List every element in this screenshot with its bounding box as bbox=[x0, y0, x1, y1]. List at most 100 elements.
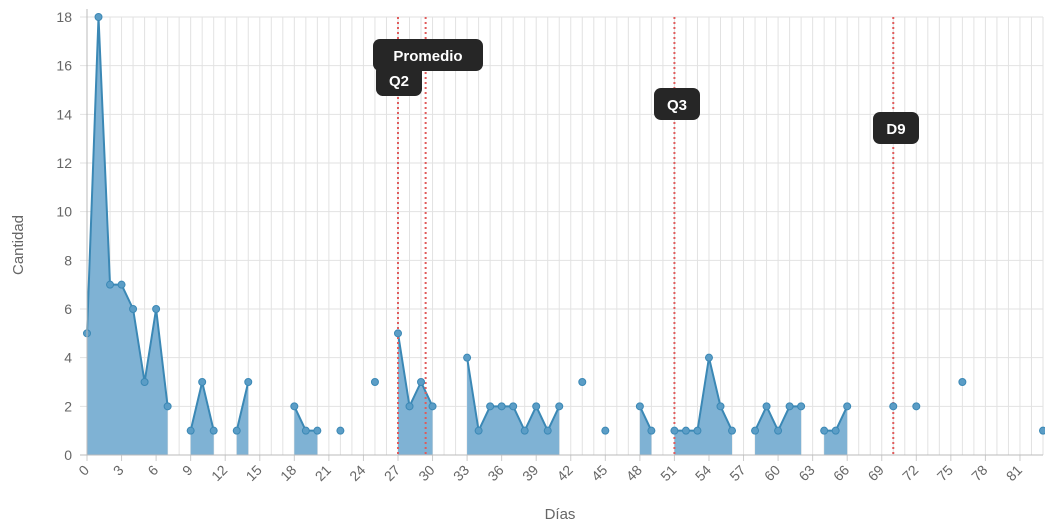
y-tick-label: 4 bbox=[64, 350, 72, 366]
x-tick-label: 18 bbox=[277, 462, 299, 484]
data-point bbox=[704, 353, 713, 362]
data-point bbox=[94, 13, 103, 21]
data-point bbox=[601, 426, 610, 435]
data-point bbox=[532, 402, 541, 411]
data-point bbox=[543, 426, 552, 435]
y-tick-label: 16 bbox=[56, 58, 72, 74]
area-segment bbox=[190, 382, 214, 455]
data-point bbox=[843, 402, 852, 411]
area-segment bbox=[236, 382, 249, 455]
data-point bbox=[797, 402, 806, 411]
data-point bbox=[774, 426, 783, 435]
x-tick-label: 72 bbox=[899, 462, 921, 484]
line-segment bbox=[235, 381, 250, 431]
y-tick-label: 18 bbox=[56, 9, 72, 25]
annotation-label: Q2 bbox=[389, 73, 409, 90]
data-point bbox=[486, 402, 495, 411]
data-point bbox=[474, 426, 483, 435]
data-point bbox=[785, 402, 794, 411]
y-tick-label: 2 bbox=[64, 398, 72, 414]
x-tick-label: 51 bbox=[657, 462, 679, 484]
y-tick-label: 0 bbox=[64, 447, 72, 463]
y-axis-title: Cantidad bbox=[10, 215, 27, 275]
data-point bbox=[186, 426, 195, 435]
x-tick-label: 27 bbox=[381, 462, 403, 484]
x-tick-label: 12 bbox=[208, 462, 230, 484]
data-point bbox=[716, 402, 725, 411]
data-point bbox=[405, 402, 414, 411]
data-point bbox=[198, 378, 207, 386]
data-point bbox=[751, 426, 760, 435]
y-tick-label: 8 bbox=[64, 252, 72, 268]
y-tick-label: 12 bbox=[56, 155, 72, 171]
data-point bbox=[232, 426, 241, 435]
data-point bbox=[417, 378, 426, 386]
x-tick-label: 0 bbox=[75, 462, 92, 479]
area-segment bbox=[467, 357, 560, 455]
data-point bbox=[889, 402, 898, 411]
x-tick-label: 63 bbox=[795, 462, 817, 484]
x-tick-label: 57 bbox=[726, 462, 748, 484]
annotation-box bbox=[873, 112, 919, 144]
data-point bbox=[244, 378, 253, 386]
x-tick-label: 81 bbox=[1003, 462, 1025, 484]
data-point bbox=[509, 402, 518, 411]
annotation-label: Promedio bbox=[393, 48, 462, 65]
data-point bbox=[762, 402, 771, 411]
data-point bbox=[681, 426, 690, 435]
line-segment bbox=[638, 405, 653, 432]
x-tick-label: 15 bbox=[243, 462, 265, 484]
line-segment bbox=[86, 16, 169, 407]
x-tick-label: 60 bbox=[761, 462, 783, 484]
data-point bbox=[117, 280, 126, 289]
data-point bbox=[831, 426, 840, 435]
data-point bbox=[647, 426, 656, 435]
data-point bbox=[463, 353, 472, 362]
data-point bbox=[1039, 426, 1045, 435]
annotation-label: D9 bbox=[886, 121, 905, 138]
area-segment bbox=[87, 17, 168, 455]
x-tick-label: 6 bbox=[144, 462, 161, 479]
data-point bbox=[520, 426, 529, 435]
area-segment bbox=[639, 406, 652, 455]
x-tick-label: 3 bbox=[110, 462, 127, 479]
x-axis-title: Días bbox=[545, 506, 576, 523]
data-point bbox=[336, 426, 345, 435]
x-tick-label: 21 bbox=[312, 462, 334, 484]
data-point bbox=[670, 426, 679, 435]
x-tick-label: 45 bbox=[588, 462, 610, 484]
data-point bbox=[313, 426, 322, 435]
data-point bbox=[728, 426, 737, 435]
x-tick-label: 42 bbox=[554, 462, 576, 484]
x-tick-label: 39 bbox=[519, 462, 541, 484]
x-tick-label: 66 bbox=[830, 462, 852, 484]
data-point bbox=[290, 402, 299, 411]
data-point bbox=[106, 280, 115, 289]
data-point bbox=[958, 378, 967, 386]
x-tick-label: 36 bbox=[484, 462, 506, 484]
data-point bbox=[912, 402, 921, 411]
x-tick-label: 24 bbox=[346, 462, 368, 484]
x-tick-label: 75 bbox=[934, 462, 956, 484]
x-tick-label: 54 bbox=[692, 462, 714, 484]
data-point bbox=[428, 402, 437, 411]
annotation-label: Q3 bbox=[667, 97, 687, 114]
y-tick-label: 10 bbox=[56, 204, 72, 220]
annotation-box bbox=[373, 39, 483, 71]
x-tick-label: 48 bbox=[623, 462, 645, 484]
y-tick-label: 6 bbox=[64, 301, 72, 317]
data-point bbox=[497, 402, 506, 411]
data-point bbox=[578, 378, 587, 386]
line-segment bbox=[397, 333, 434, 408]
data-point bbox=[370, 378, 379, 386]
x-tick-label: 69 bbox=[865, 462, 887, 484]
data-point bbox=[140, 378, 149, 386]
data-point bbox=[820, 426, 829, 435]
reference-lines bbox=[396, 17, 895, 455]
annotation-box bbox=[376, 64, 422, 96]
x-tick-label: 33 bbox=[450, 462, 472, 484]
x-tick-label: 30 bbox=[415, 462, 437, 484]
annotations: Promedio Q2 Q3 D9 bbox=[373, 39, 919, 144]
